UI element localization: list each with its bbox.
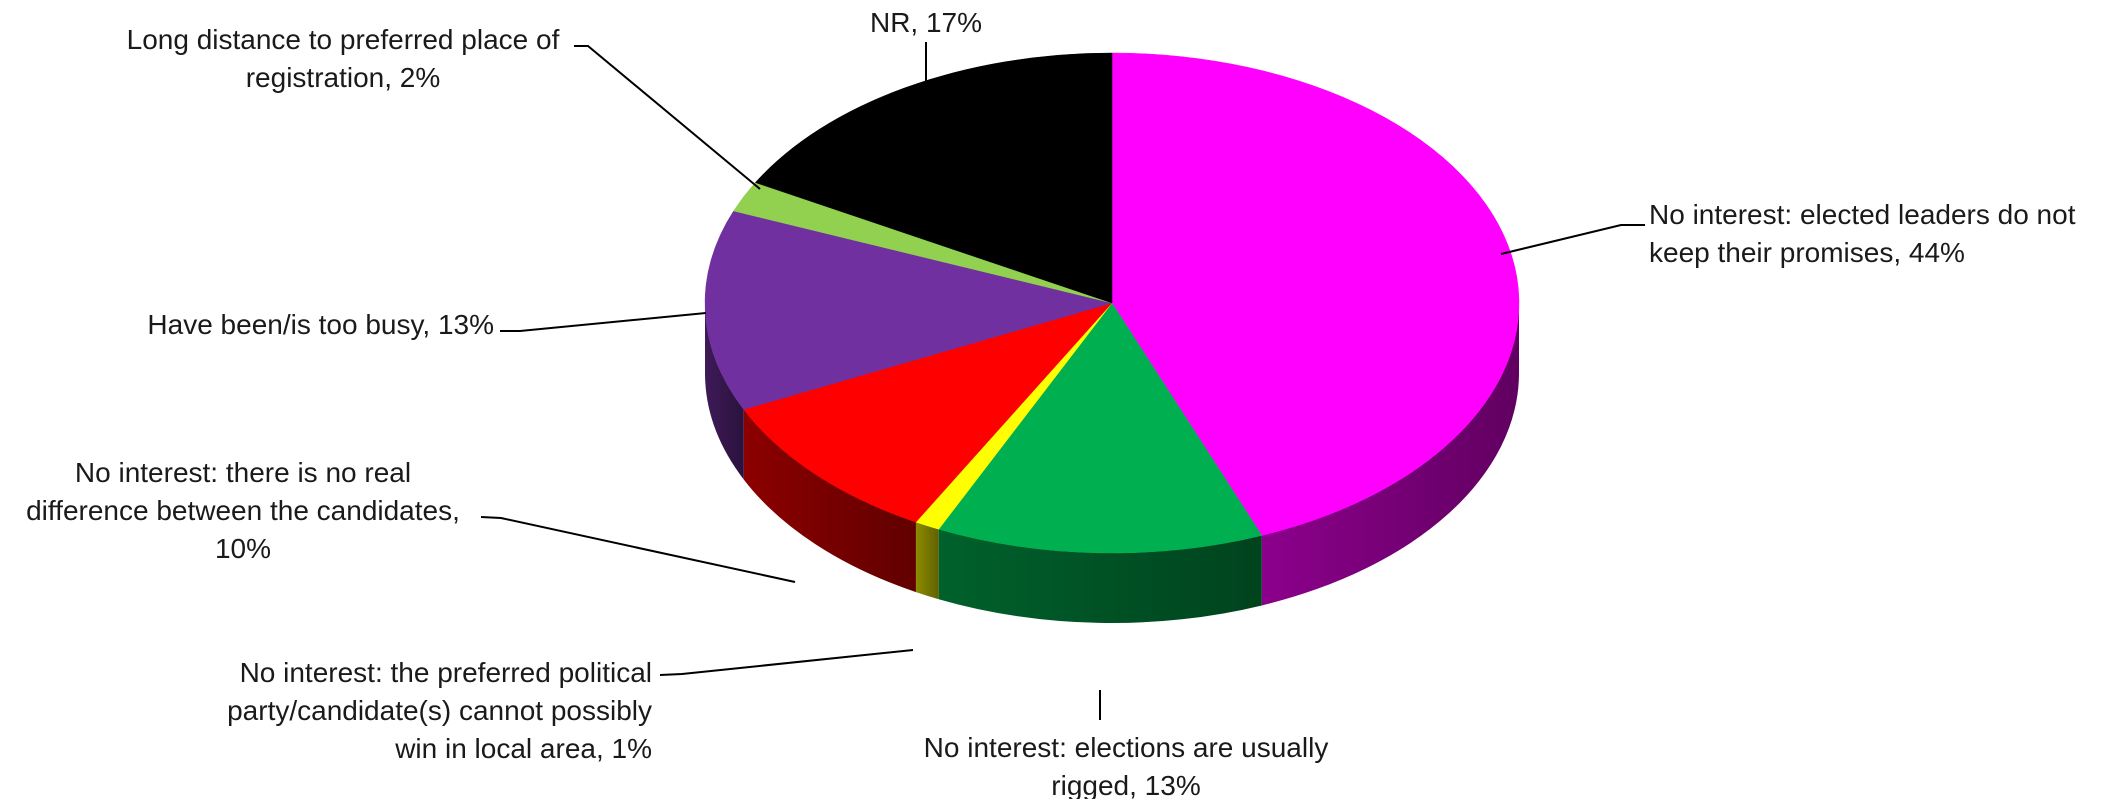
leader-line-no-interest-there-is-no-real xyxy=(480,516,796,583)
data-label-long-distance-to-preferred-place-of: registration, 2% xyxy=(246,62,441,93)
data-label-no-interest-elections-are-usually: rigged, 13% xyxy=(1051,770,1200,799)
slice-no-interest-elected-leaders-do-not xyxy=(1111,52,1520,536)
slice-side-no-interest-the-preferred-political xyxy=(915,522,939,600)
slice-side-no-interest-elected-leaders-do-not xyxy=(1261,303,1519,606)
data-label-have-been-is-too-busy-13: Have been/is too busy, 13% xyxy=(147,309,494,340)
data-label-long-distance-to-preferred-place-of: Long distance to preferred place of xyxy=(127,24,560,55)
data-label-no-interest-elected-leaders-do-not: No interest: elected leaders do not xyxy=(1649,199,2076,230)
data-label-no-interest-there-is-no-real: No interest: there is no real xyxy=(75,457,411,488)
data-labels: No interest: elected leaders do not keep … xyxy=(26,7,2076,799)
pie-tops xyxy=(704,52,1520,554)
leader-line-no-interest-elected-leaders-do-not xyxy=(1500,224,1645,255)
slice-have-been-is-too-busy-13 xyxy=(704,210,1113,410)
data-label-nr-17: NR, 17% xyxy=(870,7,982,38)
leader-line-long-distance-to-preferred-place-of xyxy=(574,45,761,190)
slice-no-interest-there-is-no-real xyxy=(743,302,1113,523)
data-label-no-interest-the-preferred-political: party/candidate(s) cannot possibly xyxy=(227,695,652,726)
slice-nr-17 xyxy=(754,52,1113,304)
data-label-no-interest-elections-are-usually: No interest: elections are usually xyxy=(924,732,1329,763)
slice-side-no-interest-there-is-no-real xyxy=(743,409,916,593)
data-label-no-interest-the-preferred-political: win in local area, 1% xyxy=(394,733,652,764)
leader-line-have-been-is-too-busy-13 xyxy=(500,312,707,332)
data-label-no-interest-there-is-no-real: 10% xyxy=(215,533,271,564)
slice-side-no-interest-elections-are-usually xyxy=(938,529,1262,623)
pie-sides xyxy=(705,303,1519,623)
data-label-no-interest-the-preferred-political: No interest: the preferred political xyxy=(240,657,652,688)
data-label-no-interest-elected-leaders-do-not: keep their promises, 44% xyxy=(1649,237,1965,268)
leader-lines xyxy=(480,42,1645,720)
leader-line-no-interest-the-preferred-political xyxy=(659,649,914,676)
slice-no-interest-elections-are-usually xyxy=(938,302,1263,554)
data-label-no-interest-there-is-no-real: difference between the candidates, xyxy=(26,495,460,526)
slice-side-have-been-is-too-busy-13 xyxy=(705,303,744,480)
